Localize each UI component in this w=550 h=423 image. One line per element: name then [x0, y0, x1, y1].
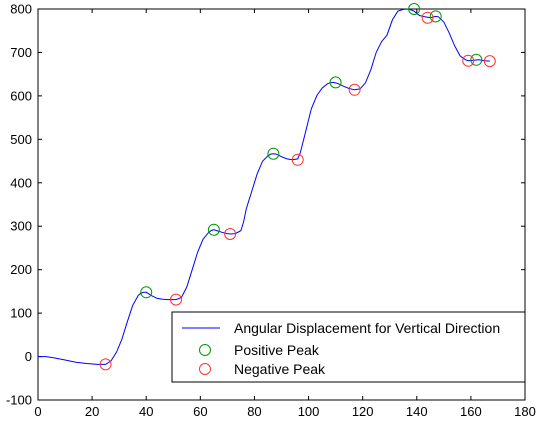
negative-peak-point [421, 11, 434, 24]
legend-box [171, 311, 526, 383]
x-tick-label: 120 [352, 404, 374, 419]
negative-peak-point [99, 358, 112, 371]
x-tick-labels: 0 20 40 60 80 100 120 140 160 180 [34, 404, 535, 419]
legend: Angular Displacement for Vertical Direct… [171, 311, 526, 383]
positive-peak-point [140, 286, 153, 299]
y-tick-label: 400 [10, 175, 32, 190]
y-tick-labels: -100 0 100 200 300 400 500 600 700 800 [6, 2, 32, 408]
legend-label-negative: Negative Peak [234, 361, 326, 377]
negative-peak-point [348, 83, 361, 96]
negative-peak-point [462, 54, 475, 67]
positive-peak-point [207, 223, 220, 236]
positive-peak-point [329, 76, 342, 89]
legend-negative-marker [199, 363, 211, 375]
y-tick-label: 300 [10, 219, 32, 234]
y-tick-label: 600 [10, 88, 32, 103]
y-tick-label: 200 [10, 262, 32, 277]
positive-peak-point [408, 3, 421, 15]
y-tick-label: 500 [10, 132, 32, 147]
y-tick-label: 800 [10, 2, 32, 17]
positive-peak-point [429, 10, 442, 23]
series-layer [38, 3, 496, 371]
y-tick-label: 0 [25, 349, 32, 364]
legend-label-positive: Positive Peak [234, 342, 320, 358]
x-tick-label: 180 [514, 404, 536, 419]
legend-positive-marker [199, 344, 211, 356]
series-line-angular-displacement [38, 8, 490, 365]
axes-box [37, 8, 526, 401]
negative-peak-point [483, 55, 496, 68]
legend-label-angular: Angular Displacement for Vertical Direct… [234, 320, 500, 336]
x-tick-label: 20 [85, 404, 99, 419]
y-tick-label: -100 [6, 393, 32, 408]
x-tick-label: 80 [247, 404, 261, 419]
negative-peak-point [291, 153, 304, 166]
y-tick-label: 700 [10, 45, 32, 60]
x-tick-label: 40 [139, 404, 153, 419]
x-tick-label: 0 [34, 404, 41, 419]
x-tick-label: 60 [193, 404, 207, 419]
positive-peak-point [267, 147, 280, 160]
x-tick-label: 160 [460, 404, 482, 419]
negative-peak-point [170, 293, 182, 306]
positive-peak-point [470, 53, 483, 66]
negative-peak-point [224, 228, 237, 240]
x-tick-label: 100 [298, 404, 320, 419]
y-tick-label: 100 [10, 306, 32, 321]
x-tick-label: 140 [406, 404, 428, 419]
